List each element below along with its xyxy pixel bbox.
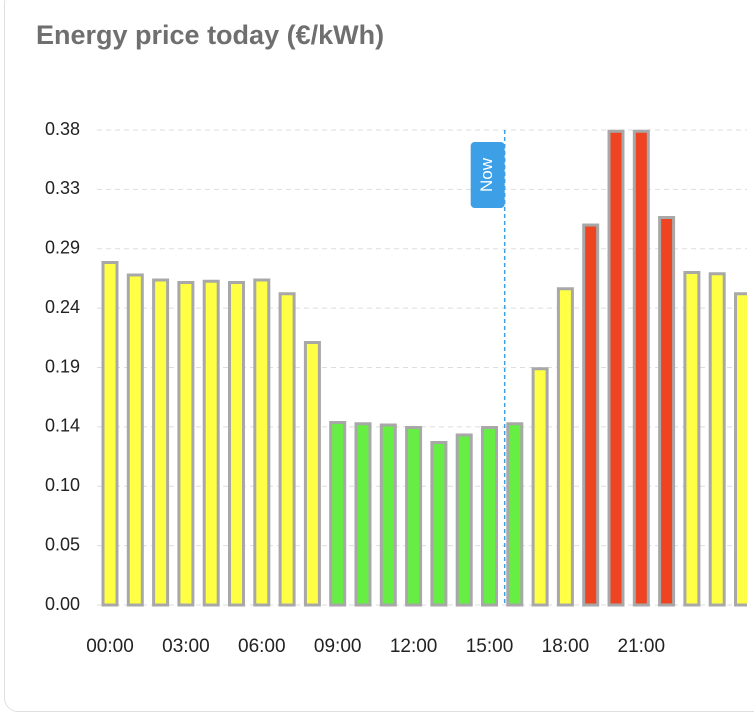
x-tick-label: 21:00 bbox=[618, 636, 666, 657]
y-tick-label: 0.24 bbox=[45, 297, 80, 317]
bar bbox=[379, 423, 397, 607]
bar bbox=[101, 261, 119, 607]
plot: Now bbox=[97, 129, 747, 607]
bar bbox=[481, 426, 498, 607]
y-tick-label: 0.14 bbox=[45, 416, 80, 436]
y-tick-label: 0.29 bbox=[45, 238, 80, 258]
bar bbox=[683, 271, 701, 607]
x-tick-label: 18:00 bbox=[542, 636, 590, 657]
x-tick-label: 03:00 bbox=[162, 636, 210, 657]
bar bbox=[455, 433, 473, 607]
bar bbox=[556, 287, 574, 607]
bar bbox=[278, 292, 296, 607]
bar bbox=[177, 281, 195, 607]
bar bbox=[329, 421, 347, 607]
bar bbox=[354, 422, 372, 607]
chart: Energy price today (€/kWh) Now 0.00 0.05 0… bbox=[36, 20, 747, 657]
y-tick-label: 0.38 bbox=[45, 119, 80, 139]
bar bbox=[405, 426, 423, 607]
bar bbox=[253, 278, 271, 607]
y-tick-label: 0.19 bbox=[45, 356, 80, 376]
chart-title: Energy price today (€/kWh) bbox=[36, 20, 384, 50]
bar bbox=[582, 223, 600, 607]
y-tick-label: 0.33 bbox=[45, 178, 80, 198]
y-tick-label: 0.10 bbox=[45, 475, 80, 495]
bar bbox=[303, 341, 321, 607]
y-tick-label: 0.00 bbox=[45, 594, 80, 614]
bar bbox=[658, 216, 676, 607]
bar bbox=[708, 272, 726, 607]
bar bbox=[632, 129, 650, 607]
page: {"chart_data": {"type": "bar", "title": … bbox=[4, 0, 754, 712]
bar bbox=[202, 279, 220, 607]
bar bbox=[607, 129, 625, 607]
x-tick-label: 06:00 bbox=[238, 636, 286, 657]
now-label: Now bbox=[477, 157, 496, 192]
x-tick-label: 15:00 bbox=[466, 636, 514, 657]
x-tick-label: 12:00 bbox=[390, 636, 438, 657]
bar bbox=[506, 422, 524, 607]
bar bbox=[228, 281, 245, 607]
now-badge bbox=[470, 142, 505, 208]
x-tick-label: 09:00 bbox=[314, 636, 362, 657]
x-tick-label: 00:00 bbox=[86, 636, 134, 657]
bar bbox=[531, 367, 549, 607]
y-tick-label: 0.05 bbox=[45, 534, 80, 554]
bar bbox=[734, 292, 747, 607]
bar bbox=[152, 278, 170, 607]
bar bbox=[126, 273, 144, 607]
bar bbox=[430, 441, 448, 607]
